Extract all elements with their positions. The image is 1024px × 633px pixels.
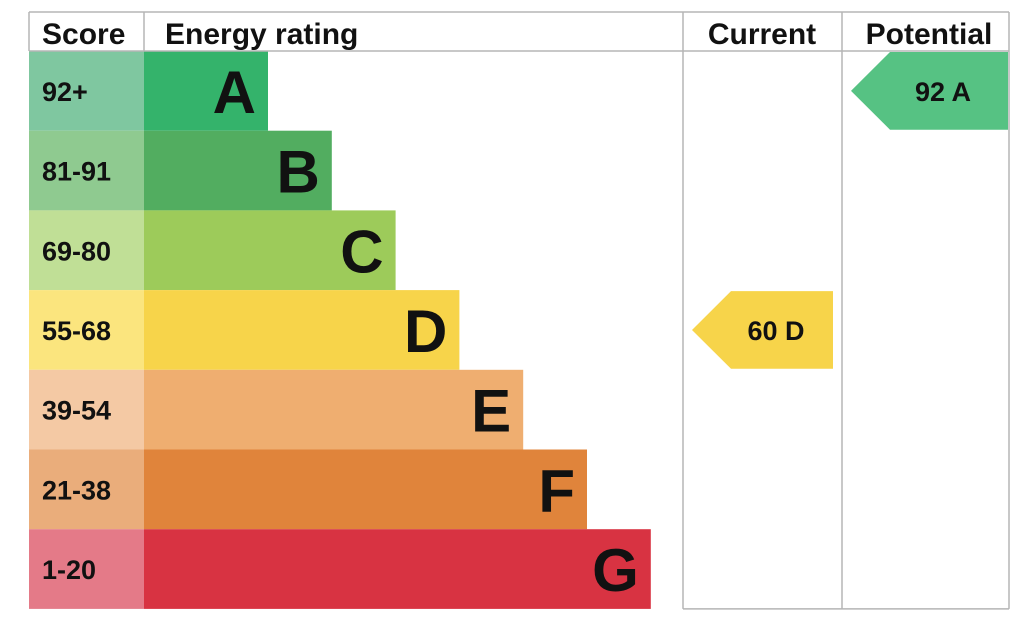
rating-bar-d: [144, 290, 460, 370]
potential-arrow: [851, 52, 1008, 130]
score-range-a: 92+: [42, 77, 88, 107]
score-range-g: 1-20: [42, 555, 96, 585]
rating-letter-a: A: [213, 59, 256, 126]
rating-letter-c: C: [340, 218, 383, 285]
header-current: Current: [708, 18, 816, 51]
rating-bar-e: [144, 369, 524, 450]
score-cell-g: [29, 529, 144, 609]
rating-bar-f: [144, 449, 587, 530]
rating-letter-e: E: [471, 378, 511, 445]
current-arrow: [692, 291, 833, 369]
score-cell-a: [29, 51, 144, 131]
potential-rating-label: 92 A: [915, 77, 971, 107]
header-potential: Potential: [866, 18, 993, 51]
rating-bar-c: [144, 210, 396, 291]
rating-letter-d: D: [404, 298, 447, 365]
table-grid: [28, 11, 1010, 610]
header-energy-rating: Energy rating: [165, 18, 358, 51]
score-range-b: 81-91: [42, 157, 111, 187]
current-rating-label: 60 D: [747, 316, 804, 346]
score-cell-c: [29, 210, 144, 291]
score-range-e: 39-54: [42, 396, 111, 426]
rating-letter-b: B: [276, 139, 319, 206]
score-range-d: 55-68: [42, 316, 111, 346]
header-score: Score: [42, 18, 125, 51]
rating-letter-f: F: [538, 457, 575, 524]
score-cell-e: [29, 369, 144, 450]
rating-letter-g: G: [592, 537, 639, 604]
score-cell-d: [29, 290, 144, 370]
score-range-c: 69-80: [42, 236, 111, 266]
score-range-f: 21-38: [42, 475, 111, 505]
rating-bar-a: [144, 51, 268, 131]
score-cell-b: [29, 130, 144, 211]
rating-bar-g: [144, 529, 651, 609]
score-cell-f: [29, 449, 144, 530]
rating-bar-b: [144, 130, 332, 211]
